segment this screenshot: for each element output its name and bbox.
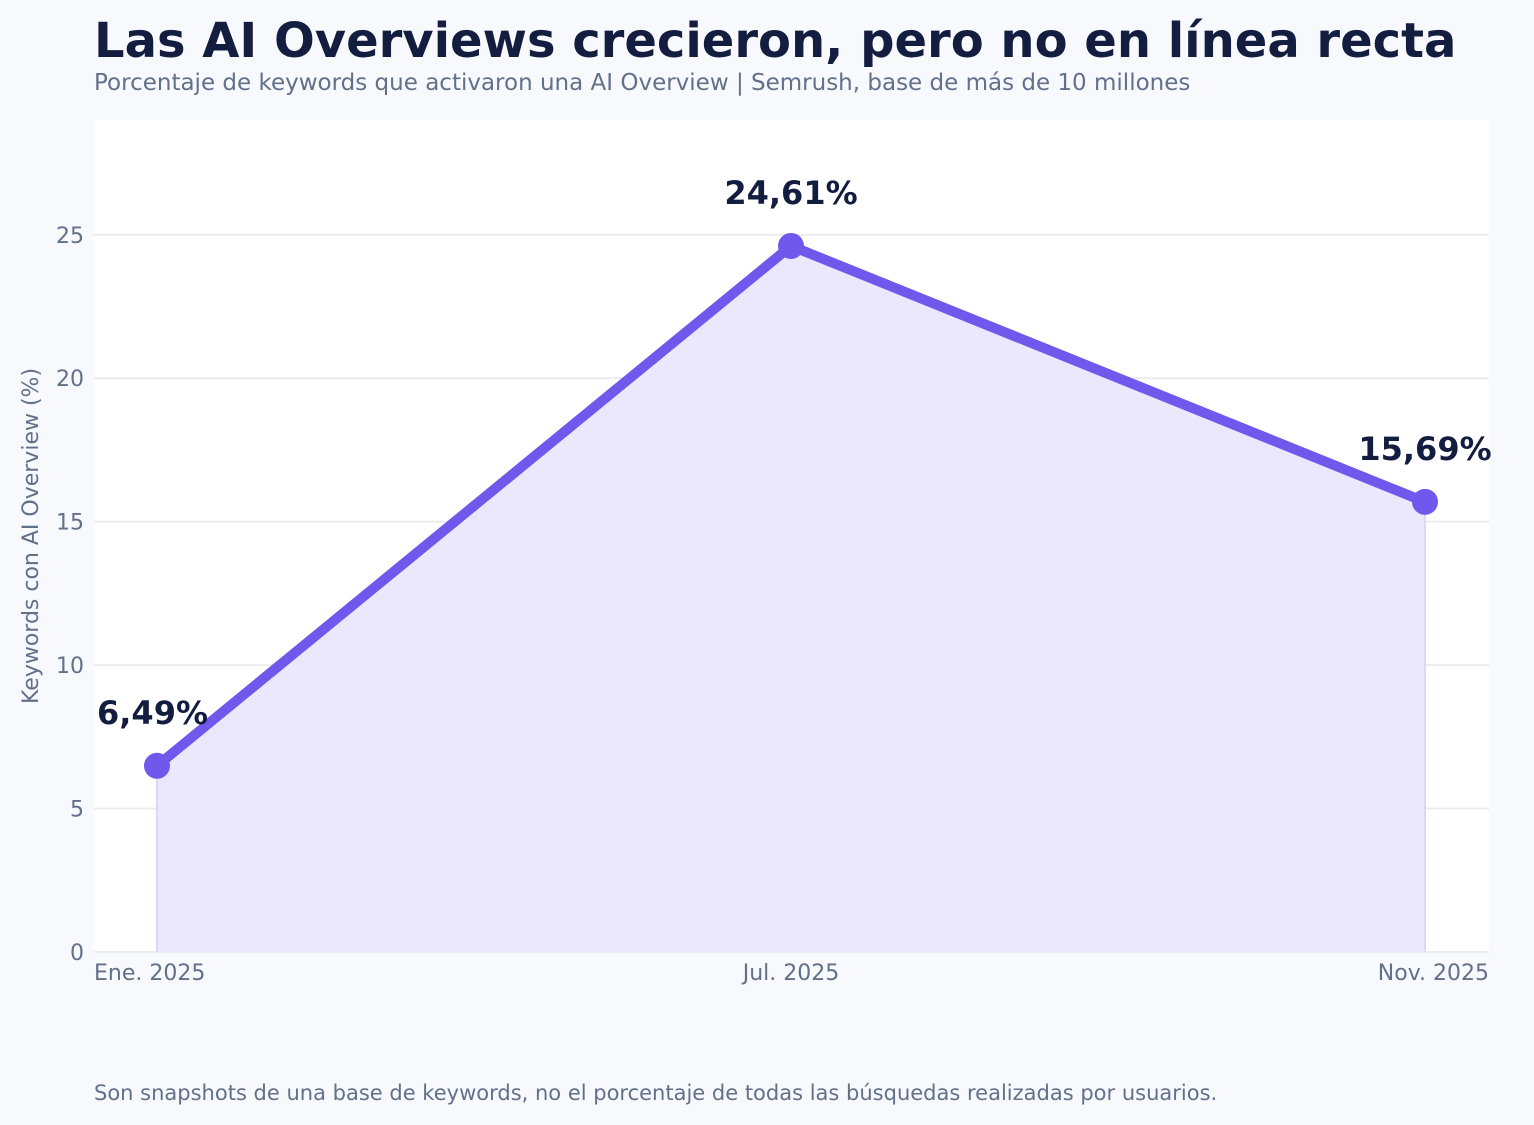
area-fill (157, 245, 1425, 953)
data-label: 15,69% (1358, 430, 1491, 468)
footnote: Son snapshots de una base de keywords, n… (94, 1081, 1218, 1105)
value-labels: 6,49% 24,61% 15,69% (97, 174, 1492, 732)
chart-title: Las AI Overviews crecieron, pero no en l… (94, 13, 1457, 69)
x-tick-label: Nov. 2025 (1378, 961, 1489, 986)
data-points (144, 232, 1438, 779)
data-label: 24,61% (724, 174, 857, 212)
y-tick-label: 15 (56, 511, 84, 536)
data-point (144, 752, 170, 779)
y-tick-label: 25 (56, 224, 84, 249)
line-area-chart: 0 5 10 15 20 25 Ene. 2025 Jul. 2025 Nov. 2025 6… (19, 173, 1492, 986)
x-axis-ticks: Ene. 2025 Jul. 2025 Nov. 2025 (94, 961, 1489, 986)
data-point (1412, 488, 1438, 515)
y-axis-title: Keywords con AI Overview (%) (19, 368, 44, 704)
y-tick-label: 5 (70, 798, 84, 823)
y-tick-label: 10 (56, 654, 84, 679)
data-point (778, 232, 804, 259)
chart-subtitle: Porcentaje de keywords que activaron una… (94, 70, 1191, 96)
drop-lines (156, 501, 1426, 952)
y-tick-label: 20 (56, 367, 84, 392)
data-label: 6,49% (97, 694, 208, 732)
x-tick-label: Ene. 2025 (94, 961, 205, 986)
x-tick-label: Jul. 2025 (741, 961, 840, 986)
y-tick-label: 0 (70, 941, 84, 966)
y-axis-ticks: 0 5 10 15 20 25 (56, 224, 84, 966)
